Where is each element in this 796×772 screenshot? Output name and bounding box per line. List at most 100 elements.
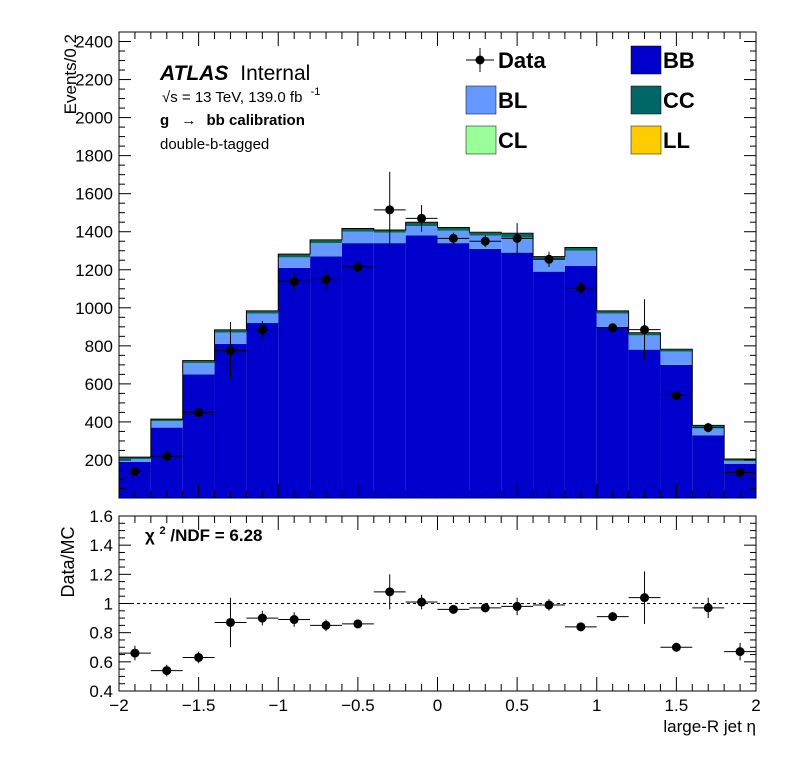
data-point (724, 467, 756, 477)
ratio-point (373, 574, 406, 610)
y-tick-label: 1400 (75, 223, 113, 242)
ratio-y-tick-label: 0.4 (89, 682, 113, 701)
bar-bb (469, 248, 502, 498)
bar-bb (501, 252, 534, 498)
y-tick-label: 200 (85, 451, 113, 470)
data-point (150, 451, 183, 461)
ratio-point (405, 594, 438, 610)
energy-lumi-label: √s = 13 TeV, 139.0 fb -1 (162, 86, 320, 106)
bar-cc (310, 240, 342, 244)
bar-bl (278, 257, 311, 268)
bar-bl (246, 313, 279, 324)
bar-bl (150, 420, 183, 428)
x-tick-label: −1.5 (182, 696, 216, 715)
main-panel: 200 400 600 800 1000 1200 1400 1600 1800 2000 2200… (61, 31, 757, 499)
ratio-point (564, 622, 597, 632)
legend-label: CC (663, 88, 695, 113)
ratio-points (119, 571, 756, 677)
ratio-y-tick-label: 1.6 (89, 507, 113, 526)
legend-entry-cc: CC (630, 85, 695, 115)
main-y-label: Events/0.2 (61, 34, 80, 114)
ratio-y-tick-label: 1 (104, 595, 113, 614)
bar-cc (437, 227, 470, 231)
bar-bb (596, 326, 629, 498)
bar-bl (119, 459, 151, 462)
process-label: g → bb calibration (160, 112, 305, 129)
data-point (692, 422, 725, 433)
bar-cc (596, 311, 629, 314)
data-point (310, 269, 342, 289)
data-point (437, 232, 470, 245)
bar-cc (278, 254, 311, 258)
ratio-point (214, 597, 247, 648)
stack-outline (118, 221, 757, 498)
atlas-label: ATLAS Internal (159, 62, 310, 85)
bar-cc (119, 457, 151, 460)
ratio-point (596, 612, 629, 622)
bar-bb (246, 323, 279, 498)
ratio-point (182, 651, 215, 664)
y-tick-label: 400 (85, 413, 113, 432)
series-bb (119, 235, 756, 498)
bar-bb (533, 271, 565, 498)
data-point (533, 251, 565, 267)
ratio-y-tick-label: 1.2 (89, 565, 113, 584)
lumi-exponent: -1 (311, 86, 321, 98)
y-tick-label: 1000 (75, 299, 113, 318)
ratio-y-tick-label: 0.6 (89, 653, 113, 672)
bar-bb (437, 243, 470, 498)
y-tick-label: 800 (85, 337, 113, 356)
process-gluon: g (160, 112, 169, 129)
chi2-label: χ 2 /NDF = 6.28 (145, 519, 263, 545)
ratio-point (469, 603, 502, 613)
bar-bl (341, 231, 374, 244)
bar-bb (628, 349, 661, 498)
x-tick-label: −2 (109, 696, 128, 715)
bar-cc (724, 459, 756, 461)
bar-bb (182, 374, 215, 498)
bar-bb (405, 235, 438, 498)
ratio-y-tick-label: 0.8 (89, 624, 113, 643)
bar-cc (341, 228, 374, 232)
bar-bb (692, 435, 725, 498)
ratio-point (341, 619, 374, 629)
bar-bb (564, 265, 597, 498)
ratio-x-axis: −2 −1.5 −1 −0.5 0 0.5 1 1.5 2 (109, 516, 761, 715)
chi2-exponent: 2 (160, 525, 166, 537)
ratio-point (692, 597, 725, 619)
legend-entry-bl: BL (465, 85, 527, 115)
legend-entry-cl: CL (465, 125, 527, 155)
ratio-point (310, 619, 342, 632)
data-point (501, 223, 534, 254)
atlas-experiment: ATLAS (159, 62, 228, 85)
bar-bb (278, 267, 311, 498)
x-tick-label: 2 (751, 696, 760, 715)
bar-cc (150, 419, 183, 421)
bar-bb (660, 364, 693, 498)
data-point (660, 390, 693, 400)
selection-label: double-b-tagged (160, 136, 269, 153)
ratio-point (437, 604, 470, 614)
ratio-point (246, 610, 279, 626)
ratio-y-axis: 0.4 0.6 0.8 1 1.2 1.4 1.6 (89, 507, 756, 701)
y-tick-label: 1600 (75, 185, 113, 204)
ratio-point (150, 664, 183, 677)
data-point (469, 235, 502, 247)
x-tick-label: −0.5 (341, 696, 375, 715)
data-point (405, 205, 438, 232)
legend-label: LL (663, 128, 690, 153)
bar-bl (182, 362, 215, 375)
main-y-axis: 200 400 600 800 1000 1200 1400 1600 1800 2000 2200… (75, 31, 757, 498)
legend-entry-ll: LL (630, 125, 690, 155)
ratio-point (119, 645, 151, 661)
legend-label: BL (498, 88, 527, 113)
sqrt-s: √s (162, 89, 178, 106)
data-point (182, 407, 215, 418)
bar-cc (564, 247, 597, 251)
bar-bb (310, 256, 342, 498)
bar-bb (341, 243, 374, 498)
data-point (341, 261, 374, 273)
bar-bl (310, 243, 342, 257)
data-point (246, 321, 279, 339)
